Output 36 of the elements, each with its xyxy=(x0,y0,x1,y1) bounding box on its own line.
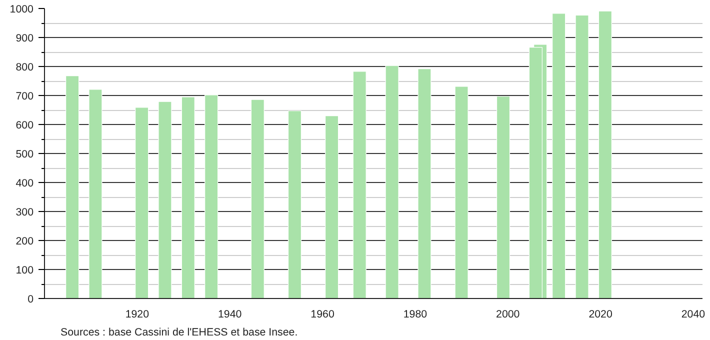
bar xyxy=(66,75,80,298)
bar xyxy=(552,13,566,298)
x-tick-label: 1940 xyxy=(218,308,242,320)
bar xyxy=(325,116,339,298)
bar xyxy=(496,96,510,298)
x-tick-label: 2000 xyxy=(496,308,520,320)
x-tick-label: 2040 xyxy=(681,308,706,320)
bar xyxy=(204,94,218,298)
bar xyxy=(598,10,612,298)
x-tick-label: 1960 xyxy=(310,308,334,320)
bar xyxy=(250,99,264,298)
bar xyxy=(288,110,302,298)
x-tick-label: 1980 xyxy=(403,308,428,320)
bar xyxy=(88,89,102,298)
y-tick-label: 900 xyxy=(16,32,34,44)
y-tick-label: 300 xyxy=(16,206,34,218)
y-tick-label: 400 xyxy=(16,178,34,190)
y-tick-label: 500 xyxy=(16,148,34,160)
y-tick-label: 1000 xyxy=(10,4,34,16)
bar xyxy=(181,96,195,298)
bar xyxy=(454,86,468,298)
y-tick-label: 100 xyxy=(16,264,34,276)
x-tick-label: 1920 xyxy=(125,308,150,320)
bar xyxy=(575,14,589,298)
y-tick-label: 600 xyxy=(16,120,34,132)
bar xyxy=(158,101,172,298)
bar xyxy=(352,71,366,298)
y-tick-label: 700 xyxy=(16,90,34,102)
y-tick-label: 0 xyxy=(28,294,34,306)
source-note: Sources : base Cassini de l'EHESS et base Insee. xyxy=(60,326,298,338)
bar xyxy=(135,107,149,298)
y-tick-label: 200 xyxy=(16,236,34,248)
x-tick-label: 2020 xyxy=(588,308,612,320)
bar xyxy=(385,65,399,298)
bar xyxy=(418,68,432,298)
y-tick-label: 800 xyxy=(16,62,34,74)
